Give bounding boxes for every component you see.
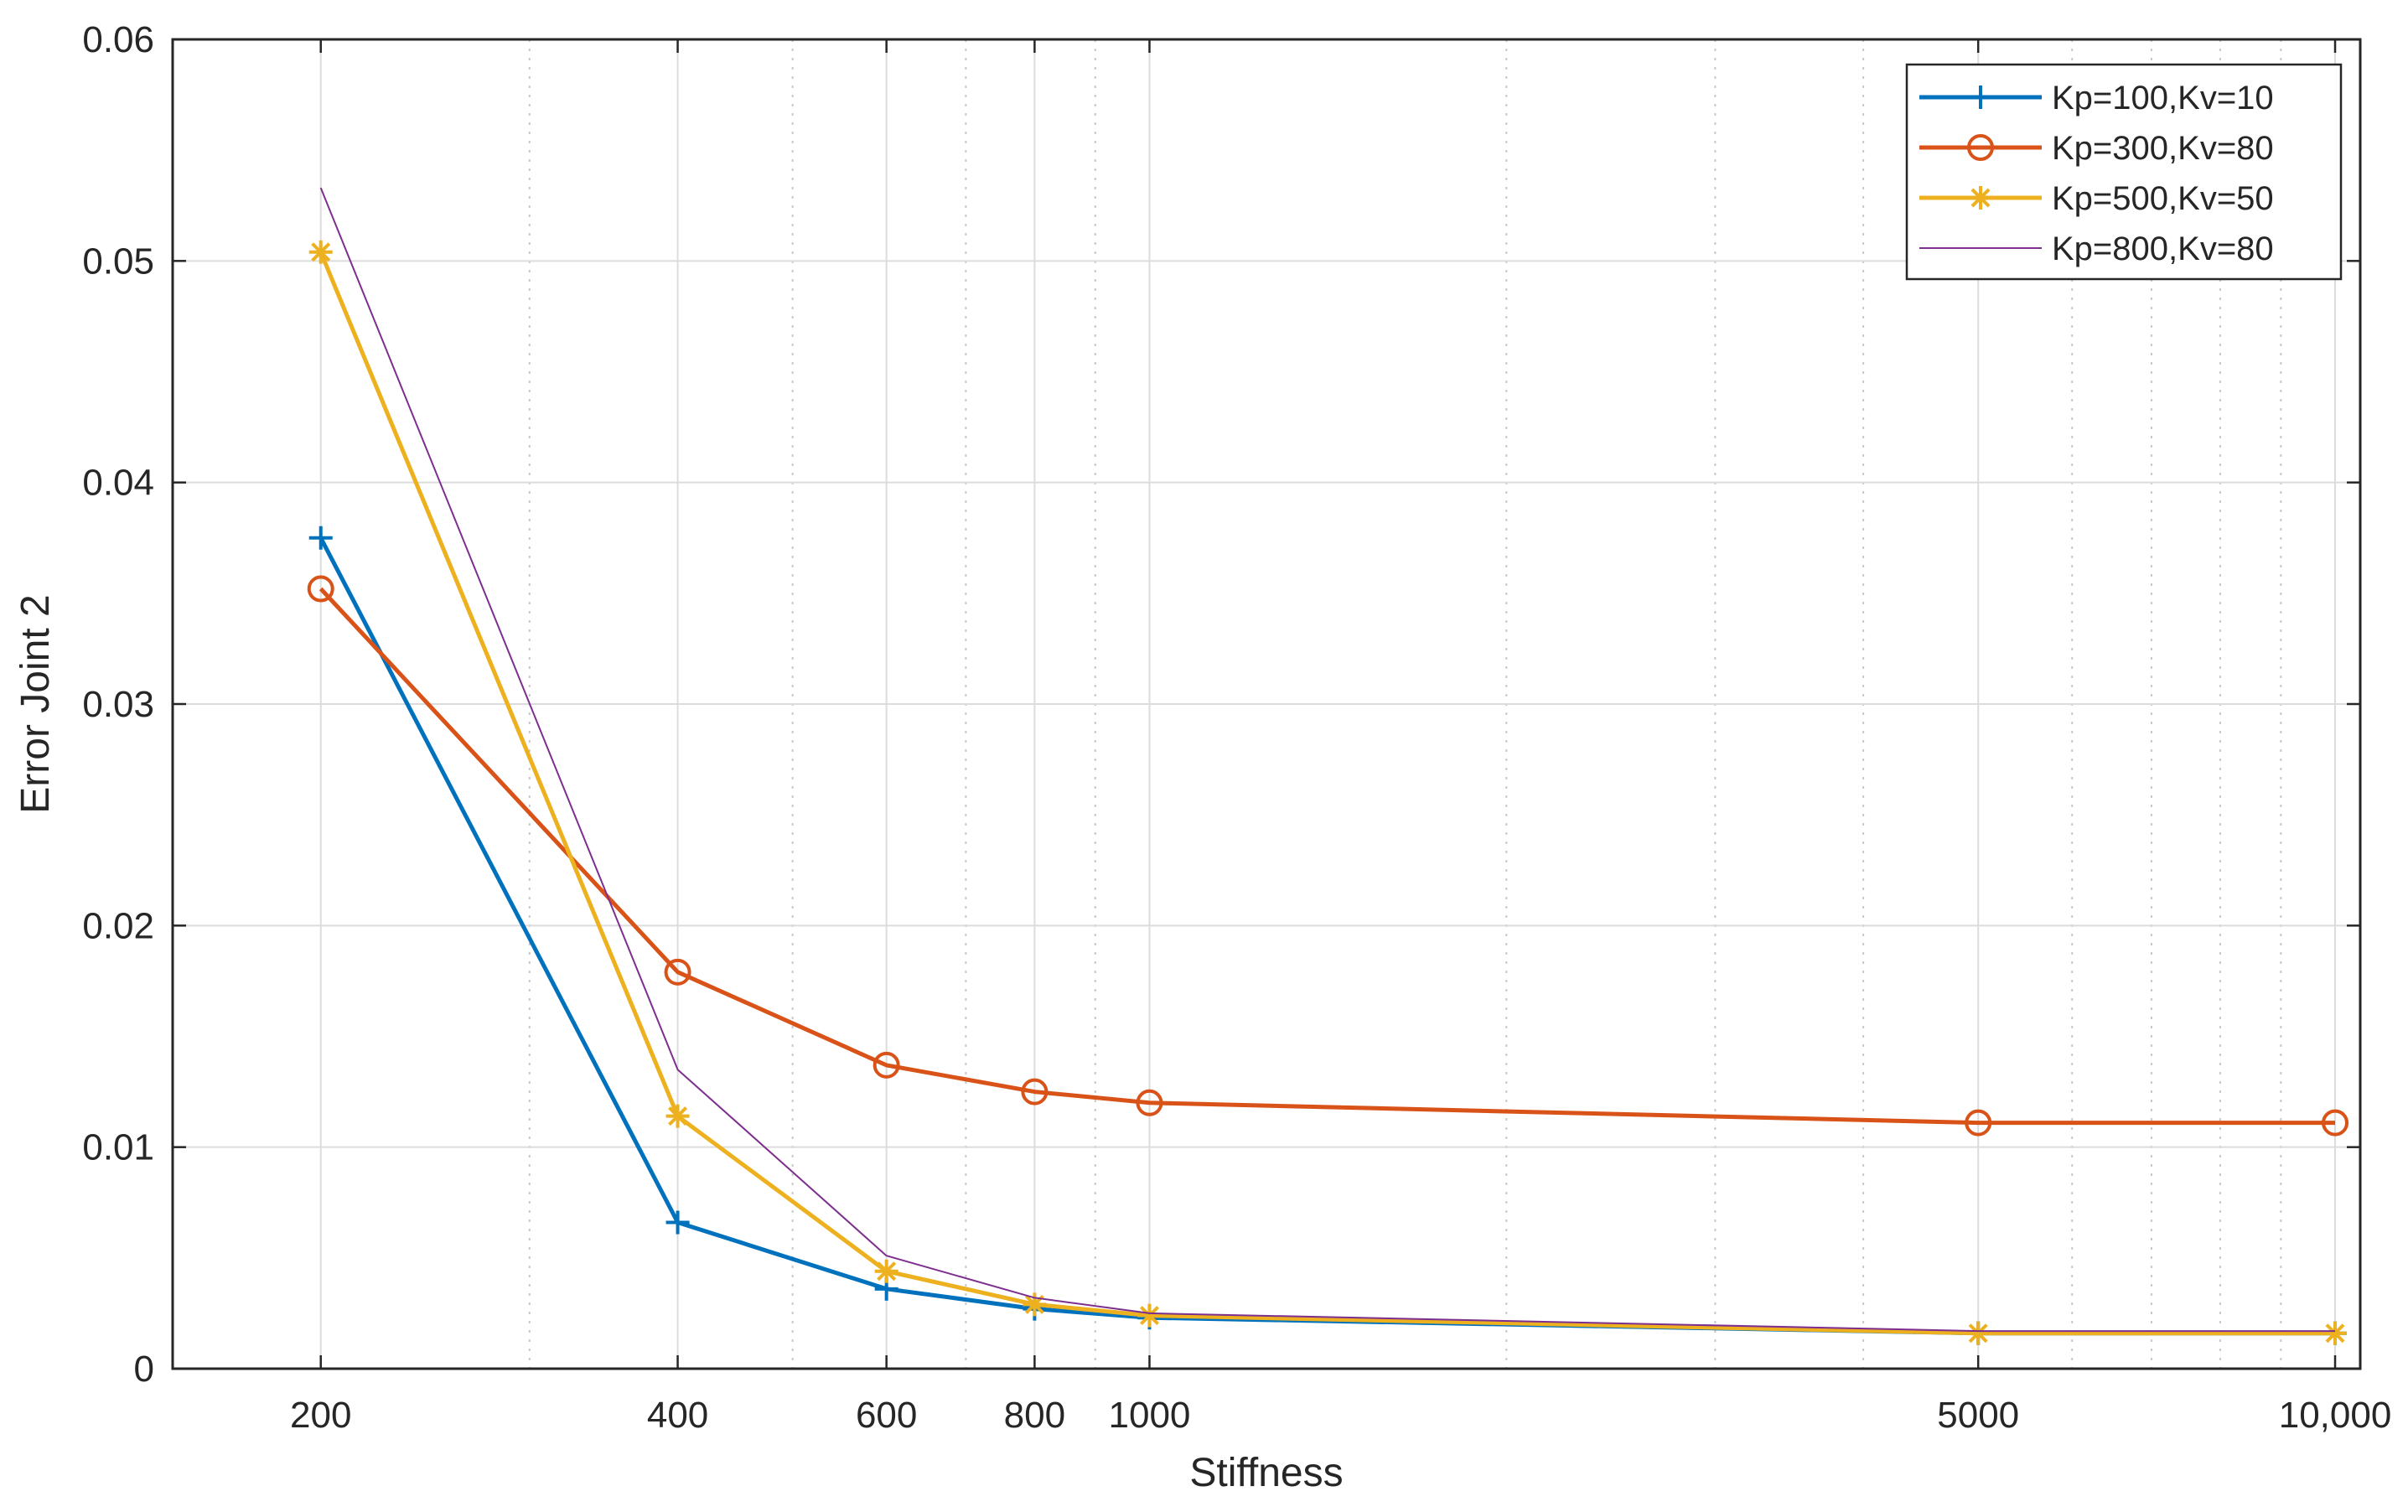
series-4	[319, 187, 2335, 1333]
data-point	[1136, 1089, 1163, 1116]
data-point	[2323, 1321, 2348, 1345]
legend-marker-1	[1969, 85, 1992, 109]
x-tick-label: 600	[856, 1395, 917, 1436]
legend-entry-4: Kp=800,Kv=80	[1919, 230, 2274, 267]
legend-marker-2	[1967, 134, 1994, 161]
y-tick-label: 0	[134, 1349, 154, 1390]
y-tick-label: 0.05	[82, 241, 154, 282]
data-point	[1965, 1109, 1992, 1137]
data-point	[308, 240, 333, 264]
y-tick-label: 0.04	[82, 463, 154, 504]
data-point	[874, 1259, 898, 1283]
y-tick-label: 0.02	[82, 905, 154, 946]
legend-label-3: Kp=500,Kv=50	[2052, 180, 2274, 217]
ticks: 200 400 600 800 1000 5000 10,000 0 0.01 0.02 0.03 0…	[82, 19, 2391, 1436]
x-tick-label: 10,000	[2279, 1395, 2392, 1436]
data-point	[664, 958, 691, 986]
x-tick-label: 400	[647, 1395, 708, 1436]
x-tick-label: 800	[1004, 1395, 1065, 1436]
legend-entry-1: Kp=100,Kv=10	[1919, 80, 2274, 117]
series-group	[307, 187, 2349, 1345]
legend-marker-glyph	[1969, 186, 1992, 210]
legend-entry-3: Kp=500,Kv=50	[1919, 180, 2274, 217]
x-tick-label: 1000	[1109, 1395, 1191, 1436]
data-point	[307, 575, 334, 603]
data-point	[665, 1210, 690, 1235]
y-tick-label: 0.03	[82, 684, 154, 725]
series-line-2	[318, 587, 2335, 1126]
data-point	[1966, 1321, 1991, 1345]
data-point	[2322, 1109, 2349, 1137]
data-point	[1137, 1303, 1162, 1328]
legend: Kp=100,Kv=10 Kp=300,Kv=80 Kp=500,Kv=50 K…	[1905, 63, 2343, 281]
legend-label-4: Kp=800,Kv=80	[2052, 230, 2274, 267]
legend-label-1: Kp=100,Kv=10	[2052, 80, 2274, 117]
series-line-4	[319, 187, 2335, 1333]
series-2	[307, 575, 2349, 1137]
legend-marker-3	[1969, 186, 1992, 210]
data-point	[665, 1104, 690, 1128]
legend-marker-glyph	[1967, 134, 1994, 161]
legend-marker-glyph	[1969, 85, 1992, 109]
legend-entry-2: Kp=300,Kv=80	[1919, 130, 2274, 167]
y-tick-label: 0.01	[82, 1127, 154, 1168]
x-tick-label: 200	[290, 1395, 351, 1436]
data-point	[1021, 1078, 1049, 1106]
legend-label-2: Kp=300,Kv=80	[2052, 130, 2274, 167]
x-tick-label: 5000	[1937, 1395, 2019, 1436]
y-axis-label: Error Joint 2	[13, 594, 58, 813]
data-point	[308, 526, 333, 550]
x-axis-label: Stiffness	[1189, 1451, 1343, 1495]
y-tick-label: 0.06	[82, 19, 154, 60]
data-point	[873, 1051, 900, 1079]
